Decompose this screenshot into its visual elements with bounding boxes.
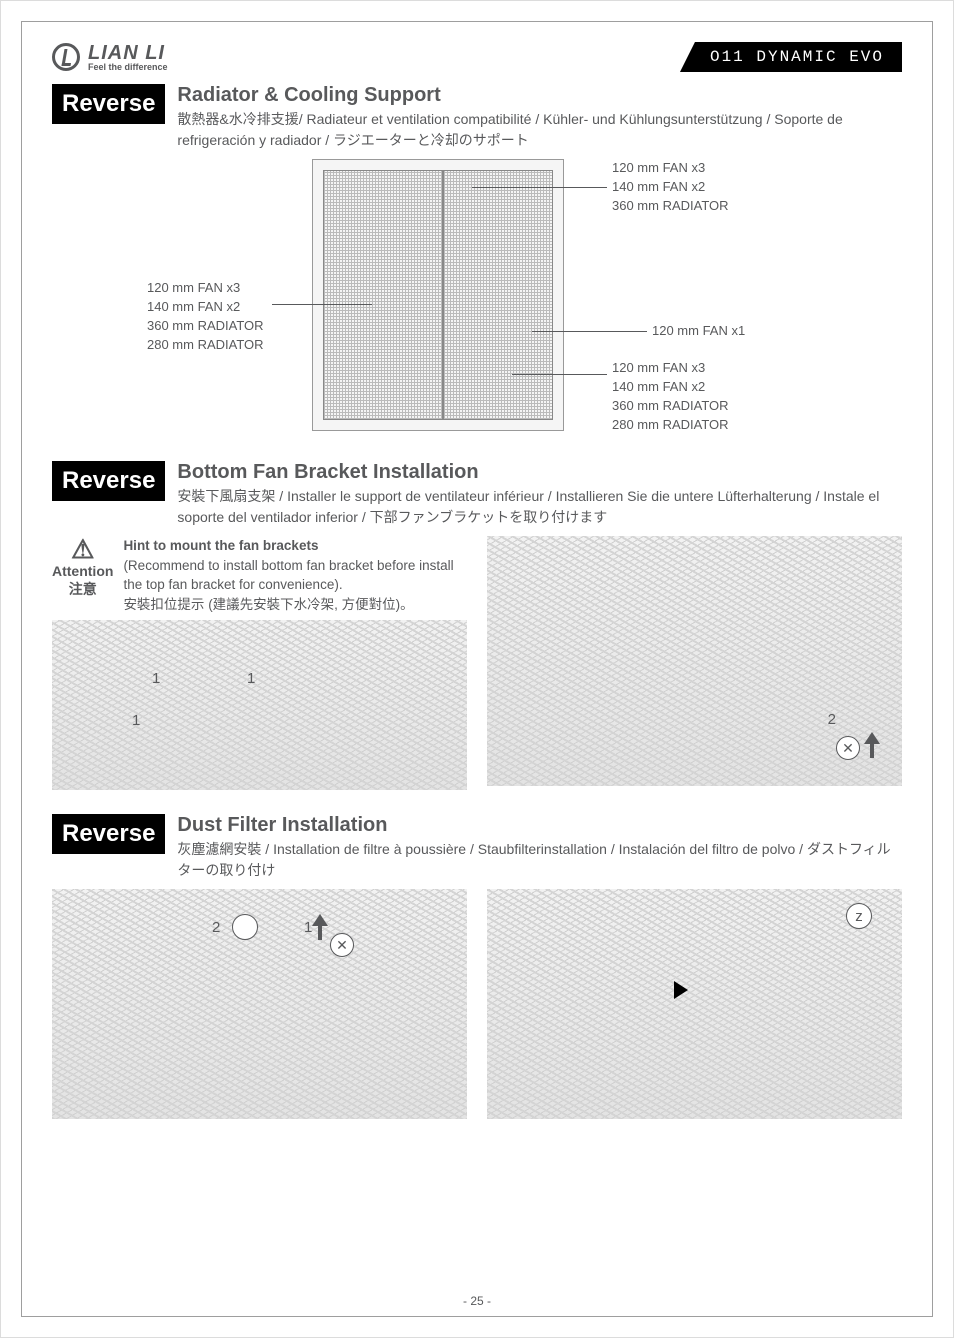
leader-line: [472, 187, 607, 188]
section-bottom-fan: Reverse Bottom Fan Bracket Installation …: [52, 461, 902, 790]
section-subtitle: 散熱器&水冷排支援/ Radiateur et ventilation comp…: [177, 109, 902, 151]
leader-line: [272, 304, 372, 305]
page-number: - 25 -: [22, 1294, 932, 1308]
attention-label: Attention: [52, 562, 113, 580]
logo: LIAN LI Feel the difference: [52, 43, 168, 72]
section-radiator: Reverse Radiator & Cooling Support 散熱器&水…: [52, 84, 902, 449]
illustration-dust-left: 2 1: [52, 889, 467, 1119]
step-number: 1: [132, 712, 140, 729]
reverse-tag: Reverse: [52, 814, 165, 854]
step-number: 2: [212, 919, 220, 936]
case-illustration: [312, 159, 564, 431]
leader-line: [532, 331, 647, 332]
label-mid-right: 120 mm FAN x1: [652, 322, 745, 341]
hint-title: Hint to mount the fan brackets: [123, 538, 318, 553]
section-title: Bottom Fan Bracket Installation: [177, 461, 902, 484]
play-arrow-icon: [674, 981, 688, 999]
section-title: Dust Filter Installation: [177, 814, 902, 837]
arrow-icon: [862, 732, 884, 762]
page-inner: LIAN LI Feel the difference O11 DYNAMIC …: [21, 21, 933, 1317]
section-dust-filter: Reverse Dust Filter Installation 灰塵濾網安裝 …: [52, 814, 902, 1119]
screw-icon: [836, 736, 860, 760]
leader-line: [512, 374, 607, 375]
illustration-bottom-right: 2: [487, 536, 902, 786]
radiator-diagram: 120 mm FAN x3 140 mm FAN x2 360 mm RADIA…: [52, 159, 902, 449]
reverse-tag: Reverse: [52, 84, 165, 124]
brand-name: LIAN LI: [88, 43, 168, 63]
screw-icon: [330, 933, 354, 957]
model-badge: O11 DYNAMIC EVO: [680, 42, 902, 72]
step-number: 1: [247, 670, 255, 687]
arrow-icon: [310, 914, 332, 944]
illustration-dust-right: z: [487, 889, 902, 1119]
illustration-bottom-left: 1 1 1: [52, 620, 467, 790]
brand-tagline: Feel the difference: [88, 63, 168, 72]
attention-block: ⚠ Attention 注意 Hint to mount the fan bra…: [52, 536, 467, 614]
label-top-right: 120 mm FAN x3 140 mm FAN x2 360 mm RADIA…: [612, 159, 729, 216]
section-subtitle: 灰塵濾網安裝 / Installation de filtre à poussi…: [177, 839, 902, 881]
step-number: 2: [828, 711, 836, 728]
step-number: 1: [152, 670, 160, 687]
label-left: 120 mm FAN x3 140 mm FAN x2 360 mm RADIA…: [147, 279, 264, 354]
header: LIAN LI Feel the difference O11 DYNAMIC …: [52, 42, 902, 72]
reverse-tag: Reverse: [52, 461, 165, 501]
section-subtitle: 安裝下風扇支架 / Installer le support de ventil…: [177, 486, 902, 528]
warning-icon: ⚠: [52, 536, 113, 562]
logo-mark-icon: [52, 43, 80, 71]
section-title: Radiator & Cooling Support: [177, 84, 902, 107]
hint-body: (Recommend to install bottom fan bracket…: [123, 558, 453, 612]
attention-label-cn: 注意: [52, 580, 113, 598]
label-low-right: 120 mm FAN x3 140 mm FAN x2 360 mm RADIA…: [612, 359, 729, 434]
